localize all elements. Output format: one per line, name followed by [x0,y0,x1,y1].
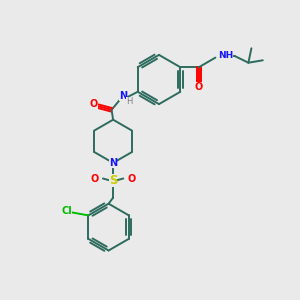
Text: H: H [126,97,133,106]
Text: Cl: Cl [61,206,72,216]
Text: S: S [109,174,117,187]
Text: O: O [195,82,203,92]
Text: N: N [109,158,117,168]
Text: O: O [127,173,136,184]
Text: NH: NH [218,51,233,60]
Text: O: O [90,99,98,110]
Text: O: O [91,173,99,184]
Text: N: N [119,91,127,101]
